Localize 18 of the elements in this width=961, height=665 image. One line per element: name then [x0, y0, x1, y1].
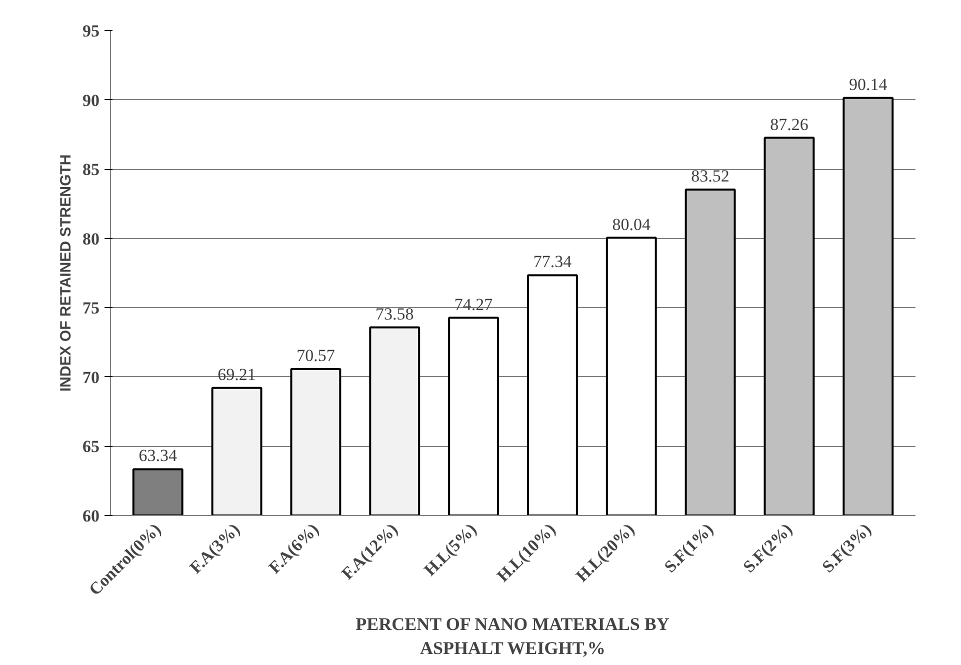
data-label: 83.52	[691, 166, 730, 186]
y-tick-label: 85	[82, 160, 100, 180]
data-label: 77.34	[533, 252, 572, 272]
y-tick-label: 75	[82, 298, 100, 318]
y-tick-label: 80	[82, 229, 100, 248]
y-tick-label: 60	[82, 506, 100, 526]
data-label: 63.34	[138, 446, 178, 466]
y-tick-label: 65	[82, 437, 100, 456]
data-label: 90.14	[849, 74, 888, 94]
y-tick-label: 90	[82, 90, 100, 110]
data-label: 70.57	[296, 346, 336, 366]
y-tick-label: 70	[82, 368, 100, 387]
x-axis-title: PERCENT OF NANO MATERIALS BY ASPHALT WEIGHT,%	[356, 614, 670, 658]
data-label: 73.58	[375, 304, 414, 324]
y-tick-label: 95	[82, 22, 100, 40]
y-axis-title: INDEX OF RETAINED STRENGTH	[58, 154, 74, 392]
data-label: 87.26	[770, 114, 808, 134]
data-label: 80.04	[612, 214, 652, 234]
